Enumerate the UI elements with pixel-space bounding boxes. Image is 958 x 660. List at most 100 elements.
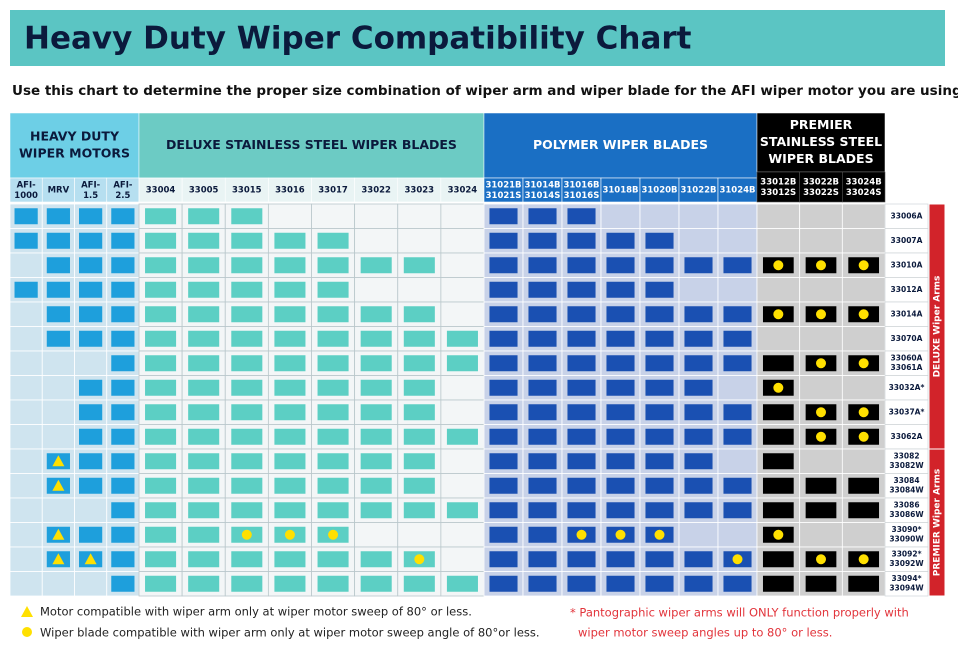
circle-icon bbox=[576, 529, 587, 540]
column-label: 1000 bbox=[14, 191, 38, 201]
grid-cell bbox=[756, 326, 801, 352]
compat-mark bbox=[274, 306, 306, 323]
column-label: 31021S bbox=[486, 191, 522, 201]
compat-mark bbox=[145, 208, 177, 225]
compat-mark bbox=[723, 355, 752, 372]
arm-cell bbox=[884, 522, 929, 548]
compat-mark bbox=[645, 232, 674, 249]
compat-mark bbox=[111, 232, 135, 249]
column-label: 31020B bbox=[641, 186, 677, 196]
grid-cell bbox=[397, 228, 442, 254]
compat-mark bbox=[111, 306, 135, 323]
compat-mark bbox=[403, 379, 435, 396]
compat-mark bbox=[274, 355, 306, 372]
arm-label: 33092W bbox=[889, 559, 924, 568]
compat-mark bbox=[360, 355, 392, 372]
compat-mark bbox=[403, 257, 435, 274]
compat-mark bbox=[111, 281, 135, 298]
compat-mark bbox=[403, 575, 435, 592]
circle-icon bbox=[816, 309, 826, 320]
compat-mark bbox=[489, 355, 518, 372]
compat-mark bbox=[606, 257, 635, 274]
grid-cell bbox=[397, 277, 442, 303]
grid-cell bbox=[799, 203, 843, 229]
compat-mark bbox=[446, 428, 478, 445]
compat-mark bbox=[567, 575, 596, 592]
compat-mark bbox=[489, 575, 518, 592]
circle-icon bbox=[328, 529, 339, 540]
compat-mark bbox=[567, 502, 596, 519]
column-label: AFI- bbox=[17, 180, 37, 190]
compat-mark bbox=[805, 477, 837, 494]
compat-mark bbox=[79, 208, 103, 225]
column-label: AFI- bbox=[81, 180, 101, 190]
grid-cell bbox=[74, 571, 108, 597]
arm-label: 33086 bbox=[893, 501, 919, 510]
compat-mark bbox=[684, 306, 713, 323]
compat-mark bbox=[188, 453, 220, 470]
compat-mark bbox=[79, 281, 103, 298]
compat-mark bbox=[567, 330, 596, 347]
compat-mark bbox=[360, 257, 392, 274]
compat-mark bbox=[46, 330, 70, 347]
compat-mark bbox=[606, 379, 635, 396]
compat-mark bbox=[274, 477, 306, 494]
compat-mark bbox=[645, 477, 674, 494]
compat-mark bbox=[567, 453, 596, 470]
grid-cell bbox=[678, 277, 719, 303]
grid-cell bbox=[9, 546, 43, 572]
column-label: 33024 bbox=[448, 186, 478, 196]
compat-mark bbox=[188, 575, 220, 592]
compat-mark bbox=[317, 281, 349, 298]
compat-mark bbox=[446, 575, 478, 592]
compat-mark bbox=[145, 306, 177, 323]
compat-mark bbox=[317, 551, 349, 568]
compat-mark bbox=[274, 257, 306, 274]
compat-mark bbox=[684, 551, 713, 568]
grid-cell bbox=[678, 203, 719, 229]
arm-cell bbox=[884, 350, 929, 376]
arm-cell bbox=[884, 473, 929, 499]
compat-mark bbox=[231, 575, 263, 592]
column-label: 33012B bbox=[760, 177, 796, 187]
circle-icon bbox=[816, 431, 826, 442]
compat-mark bbox=[14, 232, 38, 249]
grid-cell bbox=[639, 203, 680, 229]
grid-cell bbox=[9, 571, 43, 597]
arm-cell bbox=[884, 448, 929, 474]
grid-cell bbox=[9, 424, 43, 450]
compat-mark bbox=[528, 526, 557, 543]
section-bar bbox=[928, 448, 946, 597]
grid-cell bbox=[354, 203, 399, 229]
compat-mark bbox=[848, 575, 880, 592]
column-header bbox=[842, 171, 886, 203]
title-bar bbox=[10, 10, 945, 66]
group-label: PREMIER bbox=[790, 117, 853, 132]
compat-mark bbox=[231, 257, 263, 274]
compat-mark bbox=[606, 404, 635, 421]
section-label: PREMIER Wiper Arms bbox=[933, 469, 943, 576]
column-label: MRV bbox=[48, 186, 70, 196]
compat-mark bbox=[528, 281, 557, 298]
compat-mark bbox=[145, 257, 177, 274]
compat-mark bbox=[360, 477, 392, 494]
circle-icon bbox=[858, 554, 869, 565]
circle-icon bbox=[241, 529, 252, 540]
legend-triangle bbox=[21, 606, 33, 617]
compat-mark bbox=[567, 281, 596, 298]
compat-mark bbox=[528, 551, 557, 568]
arm-label: 33082W bbox=[889, 461, 924, 470]
circle-icon bbox=[858, 309, 869, 320]
grid-cell bbox=[717, 522, 758, 548]
compat-mark bbox=[79, 477, 103, 494]
grid-cell bbox=[440, 399, 485, 425]
compat-mark bbox=[111, 502, 135, 519]
grid-cell bbox=[9, 473, 43, 499]
compat-mark bbox=[79, 306, 103, 323]
compat-mark bbox=[274, 575, 306, 592]
compat-mark bbox=[360, 379, 392, 396]
compat-mark bbox=[723, 477, 752, 494]
compat-mark bbox=[317, 257, 349, 274]
group-label: WIPER MOTORS bbox=[19, 146, 130, 161]
grid-cell bbox=[41, 571, 75, 597]
